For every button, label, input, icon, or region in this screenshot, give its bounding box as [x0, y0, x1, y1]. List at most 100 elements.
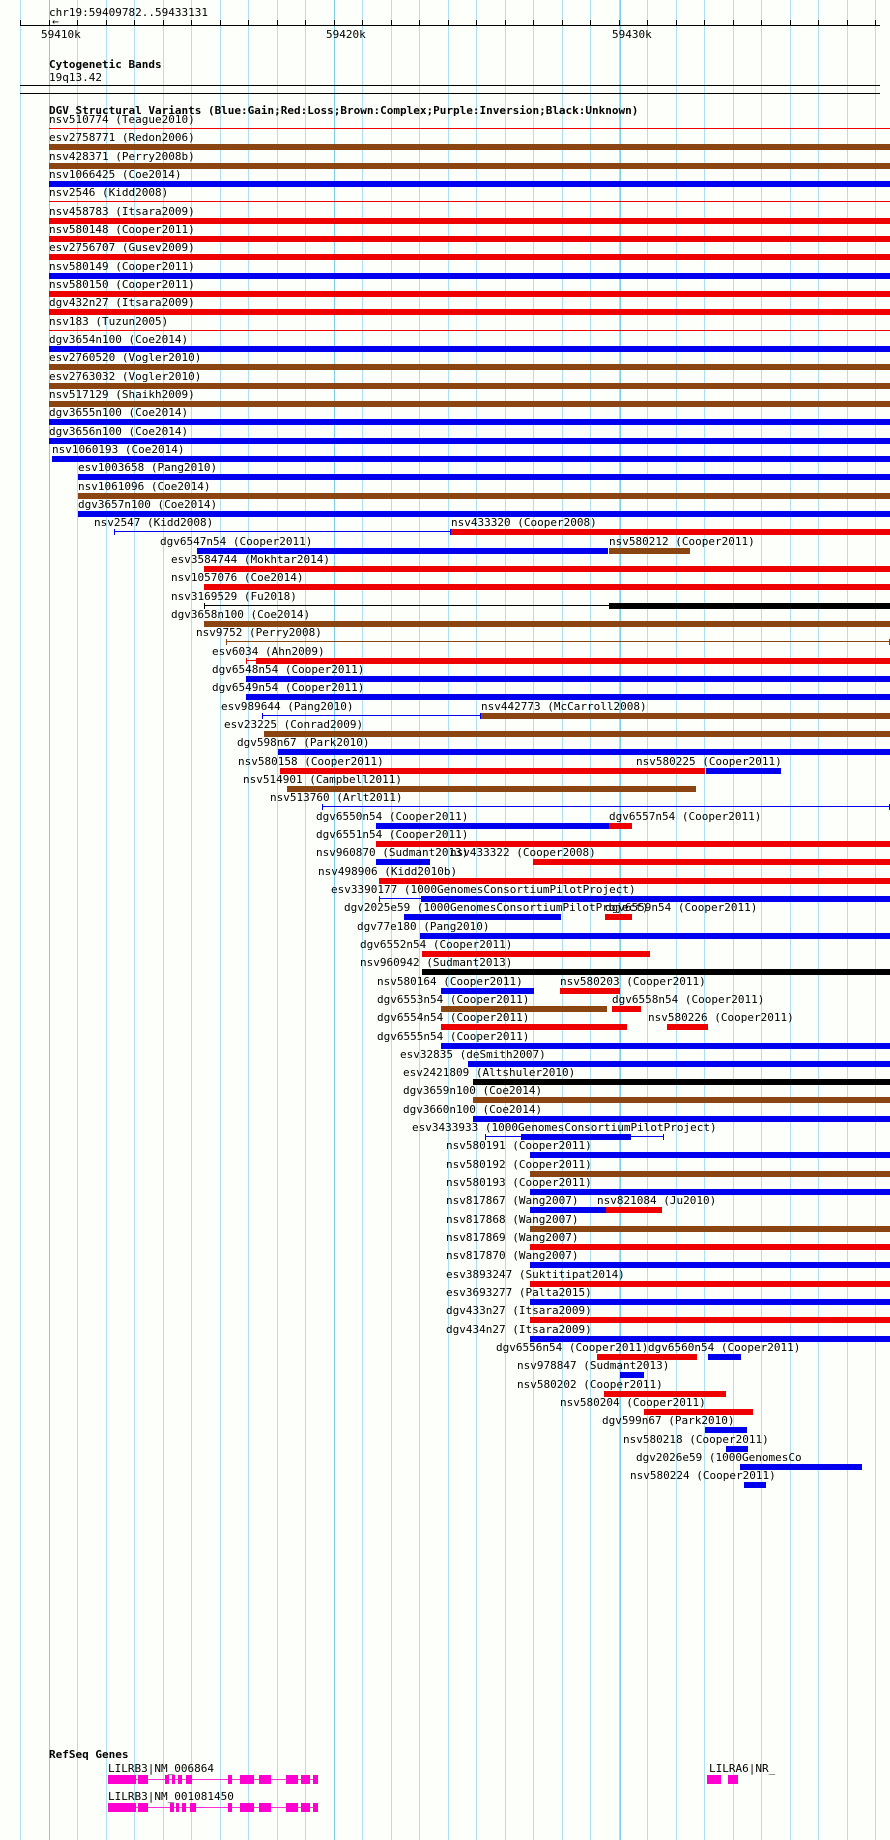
variant-label[interactable]: nsv433322 (Cooper2008): [450, 846, 596, 860]
variant-label[interactable]: dgv3660n100 (Coe2014): [403, 1102, 543, 1116]
variant-label[interactable]: dgv6553n54 (Cooper2011): [377, 992, 530, 1006]
exon-block[interactable]: [182, 1803, 186, 1812]
variant-bar[interactable]: [473, 1097, 890, 1104]
variant-bar[interactable]: [530, 1317, 890, 1324]
variant-bar[interactable]: [705, 1427, 747, 1434]
variant-bar[interactable]: [420, 932, 890, 939]
gene-label[interactable]: LILRB3|NM_001081450: [108, 1790, 234, 1803]
variant-bar[interactable]: [422, 950, 650, 957]
variant-bar[interactable]: [530, 1244, 890, 1251]
variant-bar[interactable]: [287, 785, 696, 792]
variant-bar[interactable]: [246, 675, 890, 682]
exon-block[interactable]: [228, 1803, 232, 1812]
variant-bar[interactable]: [379, 877, 890, 884]
exon-block[interactable]: [228, 1775, 232, 1784]
variant-label[interactable]: esv23225 (Conrad2009): [224, 717, 364, 731]
variant-label[interactable]: dgv3657n100 (Coe2014): [78, 497, 218, 511]
variant-bar[interactable]: [605, 914, 632, 921]
variant-label[interactable]: nsv580225 (Cooper2011): [636, 754, 782, 768]
variant-bar[interactable]: [49, 235, 890, 242]
variant-label[interactable]: nsv514901 (Campbell2011): [243, 772, 402, 786]
variant-bar[interactable]: [604, 1390, 726, 1397]
variant-bar[interactable]: [609, 602, 890, 609]
variant-bar[interactable]: [197, 547, 608, 554]
variant-bar[interactable]: [246, 694, 890, 701]
variant-bar[interactable]: [726, 1445, 748, 1452]
variant-bar[interactable]: [468, 1060, 890, 1067]
exon-block[interactable]: [728, 1775, 738, 1784]
exon-block[interactable]: [240, 1803, 254, 1812]
variant-bar[interactable]: [706, 767, 781, 774]
exon-block[interactable]: [301, 1803, 310, 1812]
variant-bar[interactable]: [49, 345, 890, 352]
variant-label[interactable]: nsv580149 (Cooper2011): [49, 259, 195, 273]
variant-bar[interactable]: [530, 1335, 890, 1342]
variant-bar[interactable]: [49, 162, 890, 169]
variant-label[interactable]: nsv580193 (Cooper2011): [446, 1176, 592, 1190]
variant-bar[interactable]: [49, 437, 890, 444]
variant-bar[interactable]: [451, 529, 890, 536]
variant-label[interactable]: nsv442773 (McCarroll2008): [481, 699, 647, 713]
variant-label[interactable]: nsv9752 (Perry2008): [196, 626, 322, 640]
variant-label[interactable]: nsv498906 (Kidd2010b): [318, 864, 458, 878]
variant-bar[interactable]: [481, 712, 890, 719]
variant-label[interactable]: esv2763032 (Vogler2010): [49, 369, 202, 383]
variant-label[interactable]: dgv6550n54 (Cooper2011): [316, 809, 469, 823]
variant-label[interactable]: dgv432n27 (Itsara2009): [49, 296, 195, 310]
variant-bar[interactable]: [708, 1354, 741, 1361]
variant-bar[interactable]: [606, 1207, 662, 1214]
variant-bar[interactable]: [49, 290, 890, 297]
variant-label[interactable]: nsv1057076 (Coe2014): [171, 571, 304, 585]
variant-label[interactable]: dgv6548n54 (Cooper2011): [212, 662, 365, 676]
exon-block[interactable]: [186, 1775, 192, 1784]
variant-bar[interactable]: [560, 987, 620, 994]
exon-block[interactable]: [259, 1803, 271, 1812]
variant-bar[interactable]: [49, 144, 890, 151]
variant-label[interactable]: nsv2546 (Kidd2008): [49, 186, 169, 200]
variant-label[interactable]: nsv1061096 (Coe2014): [78, 479, 211, 493]
variant-label[interactable]: esv2756707 (Gusev2009): [49, 241, 195, 255]
variant-label[interactable]: esv3893247 (Suktitipat2014): [446, 1267, 625, 1281]
variant-bar[interactable]: [421, 895, 890, 902]
exon-block[interactable]: [170, 1803, 174, 1812]
variant-label[interactable]: nsv580191 (Cooper2011): [446, 1139, 592, 1153]
variant-label[interactable]: nsv960870 (Sudmant2013): [316, 846, 469, 860]
exon-block[interactable]: [190, 1803, 196, 1812]
variant-label[interactable]: dgv3656n100 (Coe2014): [49, 424, 189, 438]
variant-label[interactable]: dgv3655n100 (Coe2014): [49, 406, 189, 420]
exon-block[interactable]: [172, 1775, 175, 1784]
variant-label[interactable]: esv3693277 (Palta2015): [446, 1286, 592, 1300]
variant-bar[interactable]: [533, 859, 890, 866]
variant-label[interactable]: nsv2547 (Kidd2008): [94, 516, 214, 530]
variant-bar[interactable]: [49, 254, 890, 261]
variant-label[interactable]: dgv6549n54 (Cooper2011): [212, 681, 365, 695]
variant-bar[interactable]: [667, 1024, 708, 1031]
variant-bar[interactable]: [256, 657, 890, 664]
variant-bar[interactable]: [264, 730, 890, 737]
exon-block[interactable]: [286, 1803, 298, 1812]
variant-bar[interactable]: [620, 1372, 644, 1379]
variant-label[interactable]: esv3433933 (1000GenomesConsortiumPilotPr…: [412, 1121, 717, 1135]
variant-bar[interactable]: [278, 749, 890, 756]
variant-bar[interactable]: [49, 272, 890, 279]
variant-bar[interactable]: [52, 455, 890, 462]
variant-label[interactable]: nsv428371 (Perry2008b): [49, 149, 195, 163]
variant-label[interactable]: nsv580224 (Cooper2011): [630, 1469, 776, 1483]
variant-label[interactable]: dgv3659n100 (Coe2014): [403, 1084, 543, 1098]
variant-bar[interactable]: [644, 1409, 753, 1416]
variant-bar[interactable]: [376, 840, 890, 847]
variant-label[interactable]: dgv3654n100 (Coe2014): [49, 332, 189, 346]
variant-label[interactable]: nsv580150 (Cooper2011): [49, 277, 195, 291]
variant-label[interactable]: dgv2025e59 (1000GenomesConsortiumPilotPr…: [344, 901, 649, 915]
variant-bar[interactable]: [49, 329, 890, 331]
variant-bar[interactable]: [49, 382, 890, 389]
variant-label[interactable]: esv1003658 (Pang2010): [78, 461, 218, 475]
variant-label[interactable]: dgv598n67 (Park2010): [237, 736, 370, 750]
variant-label[interactable]: nsv433320 (Cooper2008): [451, 516, 597, 530]
variant-bar[interactable]: [49, 419, 890, 426]
variant-label[interactable]: nsv580158 (Cooper2011): [238, 754, 384, 768]
variant-bar[interactable]: [376, 859, 430, 866]
variant-label[interactable]: nsv580218 (Cooper2011): [623, 1432, 769, 1446]
variant-label[interactable]: dgv433n27 (Itsara2009): [446, 1304, 592, 1318]
variant-label[interactable]: nsv517129 (Shaikh2009): [49, 387, 195, 401]
